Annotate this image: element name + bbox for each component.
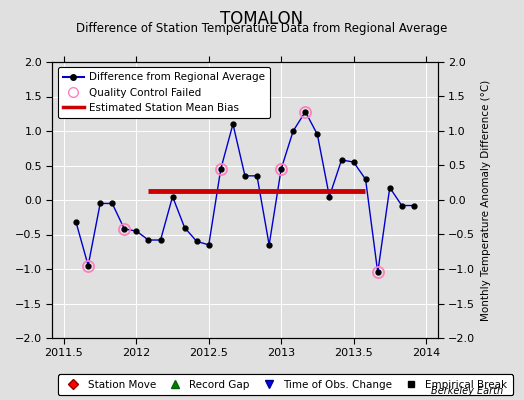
Text: Berkeley Earth: Berkeley Earth	[431, 386, 503, 396]
Text: TOMALON: TOMALON	[221, 10, 303, 28]
Text: Difference of Station Temperature Data from Regional Average: Difference of Station Temperature Data f…	[77, 22, 447, 35]
Legend: Station Move, Record Gap, Time of Obs. Change, Empirical Break: Station Move, Record Gap, Time of Obs. C…	[58, 374, 513, 395]
Y-axis label: Monthly Temperature Anomaly Difference (°C): Monthly Temperature Anomaly Difference (…	[481, 79, 490, 321]
